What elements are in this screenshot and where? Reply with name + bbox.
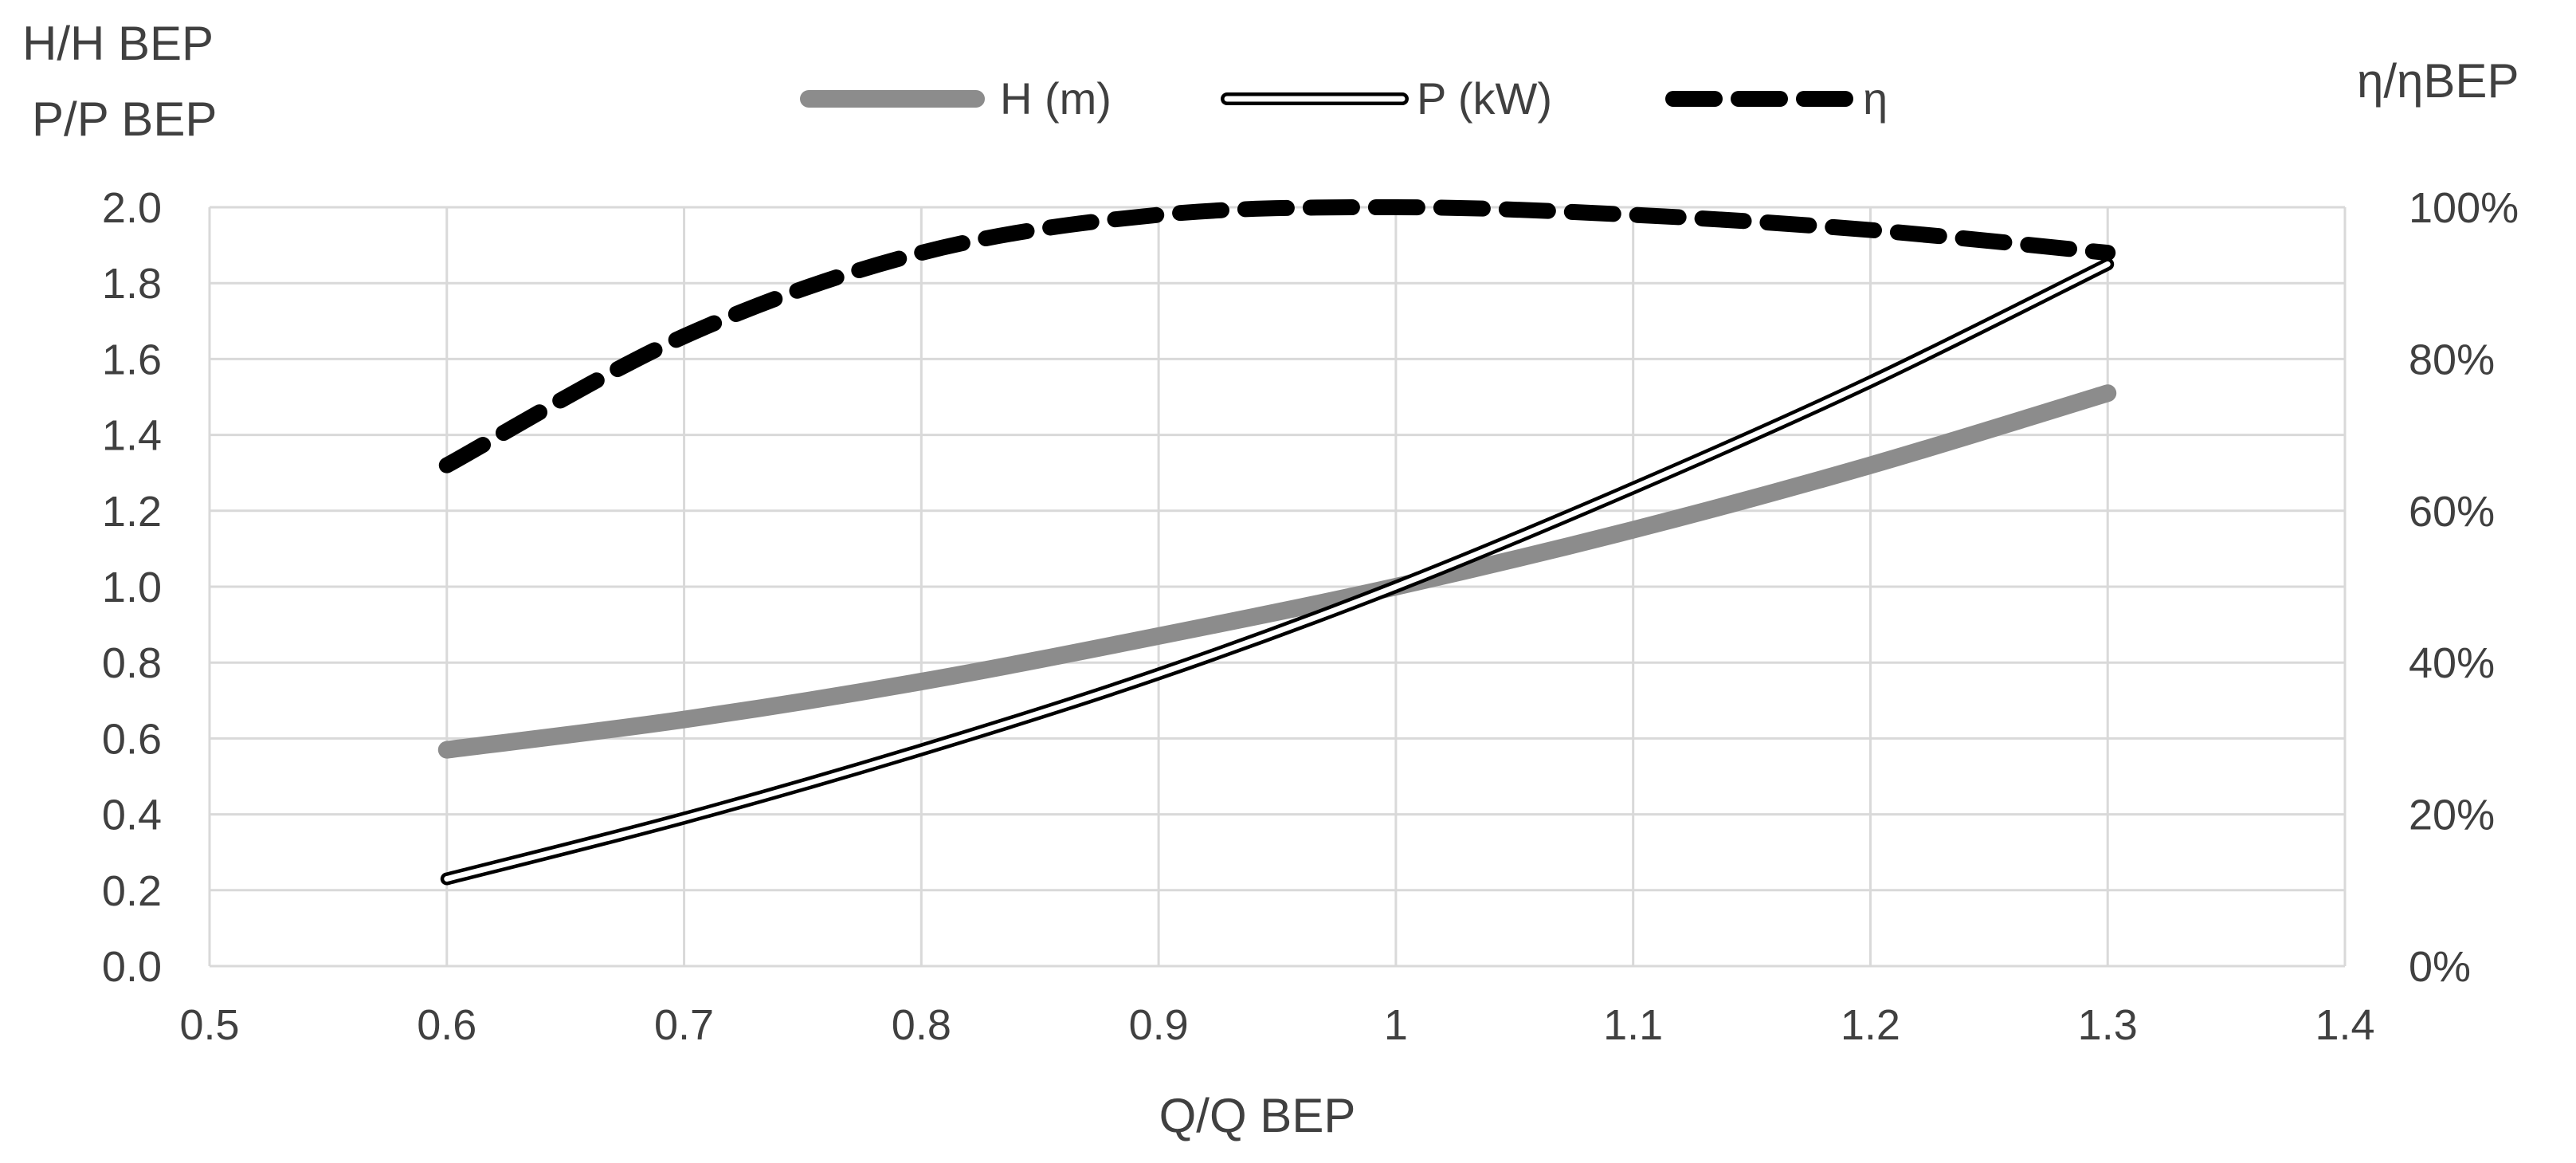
legend-label-h: H (m) xyxy=(1000,73,1112,124)
y2-tick-label: 20% xyxy=(2409,792,2495,839)
y-tick-label: 1.4 xyxy=(102,412,162,460)
x-tick-label: 1.1 xyxy=(1603,1001,1663,1049)
y-tick-label: 2.0 xyxy=(102,184,162,232)
series-eta-line xyxy=(438,199,2116,473)
x-tick-label: 0.6 xyxy=(417,1001,476,1049)
x-axis-title: Q/Q BEP xyxy=(1159,1089,1356,1142)
x-tick-label: 0.5 xyxy=(179,1001,239,1049)
y-tick-label: 0.8 xyxy=(102,639,162,687)
y-tick-label: 0.4 xyxy=(102,792,162,839)
y2-axis-title: η/ηBEP xyxy=(2357,54,2519,108)
y2-tick-label: 60% xyxy=(2409,488,2495,536)
series-layer xyxy=(437,199,2117,886)
legend: H (m) P (kW) η xyxy=(800,73,1888,124)
x-tick-label: 0.9 xyxy=(1129,1001,1189,1049)
y-tick-label: 1.0 xyxy=(102,564,162,611)
x-tick-label: 0.7 xyxy=(654,1001,714,1049)
y2-tick-label: 100% xyxy=(2409,184,2519,232)
tick-labels: 0.5 0.6 0.7 0.8 0.9 1 1.1 1.2 1.3 1.4 0.0 0.2 0.4 0.6… xyxy=(102,184,2519,1049)
y2-tick-label: 0% xyxy=(2409,943,2471,991)
legend-label-p: P (kW) xyxy=(1417,73,1552,124)
legend-label-eta: η xyxy=(1863,73,1888,124)
y-tick-label: 1.8 xyxy=(102,260,162,308)
y-axis-title-line-1: H/H BEP xyxy=(22,17,214,70)
y-axis-title-line-2: P/P BEP xyxy=(32,92,217,146)
y-tick-label: 0.6 xyxy=(102,715,162,763)
x-tick-label: 0.8 xyxy=(892,1001,951,1049)
x-tick-label: 1.2 xyxy=(1841,1001,1900,1049)
y-tick-label: 0.2 xyxy=(102,867,162,915)
series-h-line xyxy=(437,384,2117,759)
y2-tick-label: 40% xyxy=(2409,639,2495,687)
y2-tick-label: 80% xyxy=(2409,336,2495,383)
y-tick-label: 1.2 xyxy=(102,488,162,536)
y-tick-label: 1.6 xyxy=(102,336,162,383)
series-p-line-inner xyxy=(444,261,2111,882)
x-tick-label: 1.3 xyxy=(2078,1001,2138,1049)
y-tick-label: 0.0 xyxy=(102,943,162,991)
x-tick-label: 1.4 xyxy=(2315,1001,2374,1049)
grid xyxy=(208,206,2347,968)
x-tick-label: 1 xyxy=(1384,1001,1408,1049)
series-p-line-outer xyxy=(440,257,2115,886)
